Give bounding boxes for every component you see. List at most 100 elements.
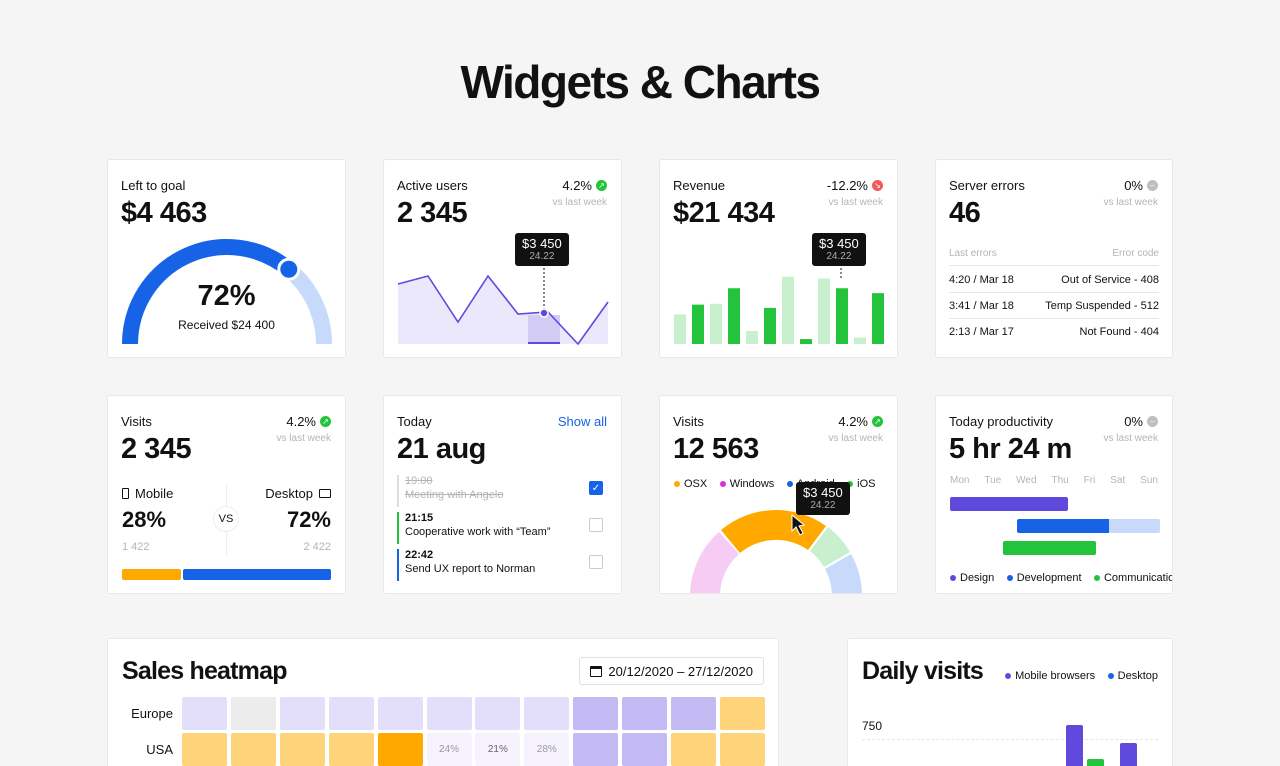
active-users-tooltip: $3 450 24.22 (515, 233, 569, 266)
heatmap-cell[interactable] (671, 697, 716, 730)
heatmap-cell[interactable]: 28% (524, 733, 570, 766)
goal-subtitle: Received $24 400 (178, 318, 275, 332)
server-errors-vs: vs last week (1103, 197, 1158, 208)
task-item[interactable]: 22:42 Send UX report to Norman (397, 549, 607, 581)
task-text: Send UX report to Norman (405, 563, 536, 575)
goal-percent: 72% (197, 280, 256, 312)
donut-segment-ios (810, 527, 850, 567)
design-bar (950, 497, 1068, 511)
legend-item: OSX (674, 478, 707, 490)
heatmap-cell[interactable] (719, 697, 765, 730)
revenue-bar-light (782, 276, 794, 344)
legend-label: Communication (1103, 572, 1173, 584)
task-checkbox[interactable] (589, 555, 603, 569)
heatmap-cell[interactable]: 21% (475, 733, 521, 766)
minus-icon: – (1147, 416, 1158, 427)
error-code: Out of Service - 408 (1061, 274, 1159, 286)
heatmap-cell[interactable] (671, 733, 716, 766)
date-range-value: 20/12/2020 – 27/12/2020 (608, 663, 753, 679)
revenue-tooltip-value: $3 450 (819, 236, 859, 251)
task-text: Cooperative work with “Team” (405, 526, 551, 538)
heatmap-cell[interactable] (622, 733, 668, 766)
heatmap-cell[interactable] (573, 733, 619, 766)
legend-item: Communication (1093, 572, 1173, 584)
errors-header: Last errors Error code (949, 248, 1159, 259)
error-row[interactable]: 4:20 / Mar 18 Out of Service - 408 (949, 274, 1159, 286)
date-range-picker[interactable]: 20/12/2020 – 27/12/2020 (579, 657, 764, 685)
error-row[interactable]: 2:13 / Mar 17 Not Found - 404 (949, 326, 1159, 338)
legend-dot (1093, 575, 1100, 581)
task-checkbox[interactable]: ✓ (589, 481, 603, 495)
gridline (862, 739, 1158, 740)
show-all-link[interactable]: Show all (557, 414, 607, 429)
legend-label: OSX (684, 478, 708, 490)
mobile-percent: 28% (122, 507, 167, 532)
visits-os-change: 4.2% ↗ (838, 414, 883, 429)
revenue-bar-dark (836, 288, 848, 344)
heatmap-cell[interactable] (377, 733, 423, 766)
task-item[interactable]: 21:15 Cooperative work with “Team” (397, 512, 607, 544)
day-label: Wed (1016, 475, 1037, 486)
legend-dot (1006, 575, 1013, 581)
active-users-change-value: 4.2% (562, 178, 592, 193)
mobile-share-bar (122, 569, 181, 580)
server-errors-change-value: 0% (1124, 178, 1143, 193)
visits-device-value: 2 345 (121, 433, 192, 465)
legend-label: Development (1016, 572, 1082, 584)
divider (949, 265, 1159, 266)
visits-os-card: Visits 12 563 4.2% ↗ vs last week OSX Wi… (659, 395, 898, 594)
mobile-label-group: Mobile (122, 486, 173, 501)
development-bar (1017, 519, 1109, 533)
revenue-bar-dark (692, 304, 704, 344)
task-item[interactable]: 19:00 Meeting with Angelo ✓ (397, 475, 607, 507)
error-time: 2:13 / Mar 17 (949, 326, 1014, 338)
heatmap-cell[interactable]: 24% (426, 733, 472, 766)
line-series (397, 274, 609, 346)
heatmap-cell[interactable] (279, 733, 325, 766)
revenue-bar-light (746, 330, 758, 344)
day-label: Thu (1051, 475, 1069, 486)
heatmap-cell[interactable] (328, 697, 374, 730)
os-tooltip: $3 450 24.22 (796, 482, 850, 515)
minus-icon: – (1147, 180, 1158, 191)
legend-dot (847, 481, 854, 487)
legend-dot (950, 575, 956, 581)
today-title: Today (397, 414, 432, 429)
heatmap-cell[interactable] (230, 697, 276, 730)
visits-device-change-value: 4.2% (286, 414, 316, 429)
revenue-bar-light (674, 314, 686, 344)
heatmap-cell[interactable] (182, 697, 227, 730)
mobile-label: Mobile (135, 486, 174, 501)
daily-visits-legend: Mobile browsers Desktop (1005, 666, 1166, 684)
error-row[interactable]: 3:41 / Mar 18 Temp Suspended - 512 (949, 300, 1159, 312)
heatmap-cell[interactable] (426, 697, 472, 730)
heatmap-cell[interactable] (279, 697, 325, 730)
legend-label: iOS (857, 478, 876, 490)
heatmap-row-label: Europe (131, 706, 173, 721)
revenue-bar-dark (728, 288, 740, 344)
productivity-value: 5 hr 24 m (949, 433, 1072, 465)
heatmap-cell[interactable] (475, 697, 521, 730)
visits-os-change-value: 4.2% (838, 414, 868, 429)
daily-bar (1066, 725, 1083, 766)
day-label: Sun (1140, 475, 1158, 486)
heatmap-cell[interactable] (377, 697, 423, 730)
visits-os-value: 12 563 (673, 433, 759, 465)
heatmap-cell[interactable] (622, 697, 668, 730)
heatmap-cell[interactable] (182, 733, 227, 766)
productivity-title: Today productivity (949, 414, 1054, 429)
daily-visits-card: Daily visits Mobile browsers Desktop 750 (847, 638, 1173, 766)
task-checkbox[interactable] (589, 518, 603, 532)
heatmap-cell[interactable] (573, 697, 619, 730)
heatmap-cell[interactable] (230, 733, 276, 766)
heatmap-cell[interactable] (524, 697, 570, 730)
revenue-tooltip: $3 450 24.22 (812, 233, 866, 266)
days-axis: Mon Tue Wed Thu Fri Sat Sun (950, 475, 1158, 486)
heatmap-cell[interactable] (719, 733, 765, 766)
active-users-line-chart (397, 268, 609, 346)
page-title: Widgets & Charts (460, 56, 821, 108)
heatmap-cell[interactable] (328, 733, 374, 766)
task-bar (397, 512, 399, 544)
active-users-tooltip-value: $3 450 (522, 236, 562, 251)
os-donut-chart (690, 510, 862, 593)
